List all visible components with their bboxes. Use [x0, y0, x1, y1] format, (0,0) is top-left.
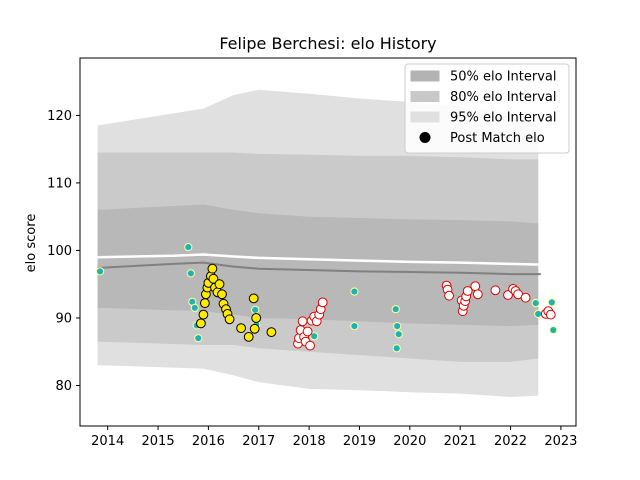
post-match-elo-point-yellow: [236, 323, 247, 334]
post-match-elo-point-yellow: [214, 279, 225, 290]
post-match-elo-point-yellow: [196, 318, 206, 329]
post-match-elo-point-white-red: [297, 316, 308, 327]
post-match-elo-point-teal: [251, 305, 260, 314]
post-match-elo-point-yellow: [217, 289, 227, 300]
x-tick-label: 2019: [343, 434, 376, 449]
post-match-elo-point-white-red: [470, 281, 481, 292]
post-match-elo-point-teal: [549, 326, 558, 335]
y-tick-label: 120: [47, 109, 72, 124]
post-match-elo-point-yellow: [248, 293, 259, 304]
post-match-elo-point-yellow: [249, 323, 260, 334]
post-match-elo-point-teal: [393, 322, 402, 331]
post-match-elo-point-teal: [394, 330, 403, 339]
post-match-elo-point-teal: [350, 322, 359, 331]
median-elo-line-dark: [97, 261, 541, 276]
x-tick-label: 2017: [242, 434, 275, 449]
y-tick-label: 100: [47, 244, 72, 259]
post-match-elo-point-teal: [190, 303, 199, 312]
axes-frame: [79, 57, 577, 427]
mean-elo-line-white: [97, 253, 541, 266]
x-tick-label: 2014: [91, 434, 124, 449]
legend-swatch: [410, 91, 440, 102]
x-tick-label: 2020: [393, 434, 426, 449]
post-match-elo-point-white-red: [490, 285, 501, 296]
post-match-elo-point-teal: [184, 243, 193, 252]
legend-marker: [419, 132, 431, 143]
post-match-elo-point-teal: [391, 305, 400, 314]
x-tick-label: 2015: [142, 434, 175, 449]
post-match-elo-point-teal: [534, 309, 543, 318]
legend-label: 50% elo Interval: [450, 70, 557, 85]
post-match-elo-point-teal: [531, 299, 540, 308]
legend-swatch: [410, 70, 440, 82]
post-match-elo-point-teal: [350, 287, 359, 296]
post-match-elo-point-yellow: [198, 309, 209, 320]
x-tick-label: 2021: [444, 434, 477, 449]
x-tick-label: 2022: [494, 434, 527, 449]
y-tick-label: 80: [55, 379, 72, 394]
y-tick-label: 110: [47, 176, 72, 191]
legend-label: 95% elo Interval: [450, 111, 557, 126]
chart-title: Felipe Berchesi: elo History: [219, 34, 436, 53]
post-match-elo-point-yellow: [200, 298, 210, 309]
post-match-elo-point-white-red: [317, 297, 328, 308]
post-match-elo-point-teal: [547, 298, 556, 307]
x-tick-label: 2016: [192, 434, 225, 449]
plot-area: [96, 89, 558, 397]
post-match-elo-point-teal: [392, 344, 401, 353]
post-match-elo-point-white-red: [545, 309, 556, 320]
post-match-elo-point-teal: [310, 332, 319, 341]
post-match-elo-point-white-red: [444, 290, 455, 301]
y-axis-label: elo score: [24, 214, 39, 273]
legend: 50% elo Interval 80% elo Interval 95% elo …: [404, 63, 570, 154]
legend-swatch: [410, 111, 440, 123]
post-match-elo-point-white-red: [472, 289, 483, 300]
legend-box: [404, 63, 570, 154]
post-match-elo-point-yellow: [224, 314, 235, 325]
post-match-elo-point-white-red: [520, 292, 531, 303]
post-match-elo-point-yellow: [266, 327, 277, 338]
axes: 2014 2015 2016 2017 2018 2019 2020 2021 2022 2023…: [47, 57, 577, 449]
legend-label: 80% elo Interval: [450, 90, 557, 105]
post-match-elo-point-teal: [194, 334, 203, 343]
post-match-elo-point-teal: [96, 267, 105, 276]
x-tick-label: 2018: [293, 434, 326, 449]
post-match-elo-point-yellow: [251, 313, 262, 323]
post-match-elo-point-yellow: [243, 332, 254, 342]
post-match-elo-point-yellow: [207, 263, 218, 274]
legend-label: Post Match elo: [450, 131, 545, 146]
post-match-elo-point-white-red: [302, 326, 313, 337]
post-match-elo-point-white-red: [462, 286, 473, 296]
x-tick-label: 2023: [544, 434, 577, 449]
post-match-elo-point-teal: [186, 269, 195, 278]
plot-content: [97, 89, 541, 397]
post-match-elo-point-white-red: [305, 340, 316, 351]
y-tick-label: 90: [55, 311, 72, 326]
